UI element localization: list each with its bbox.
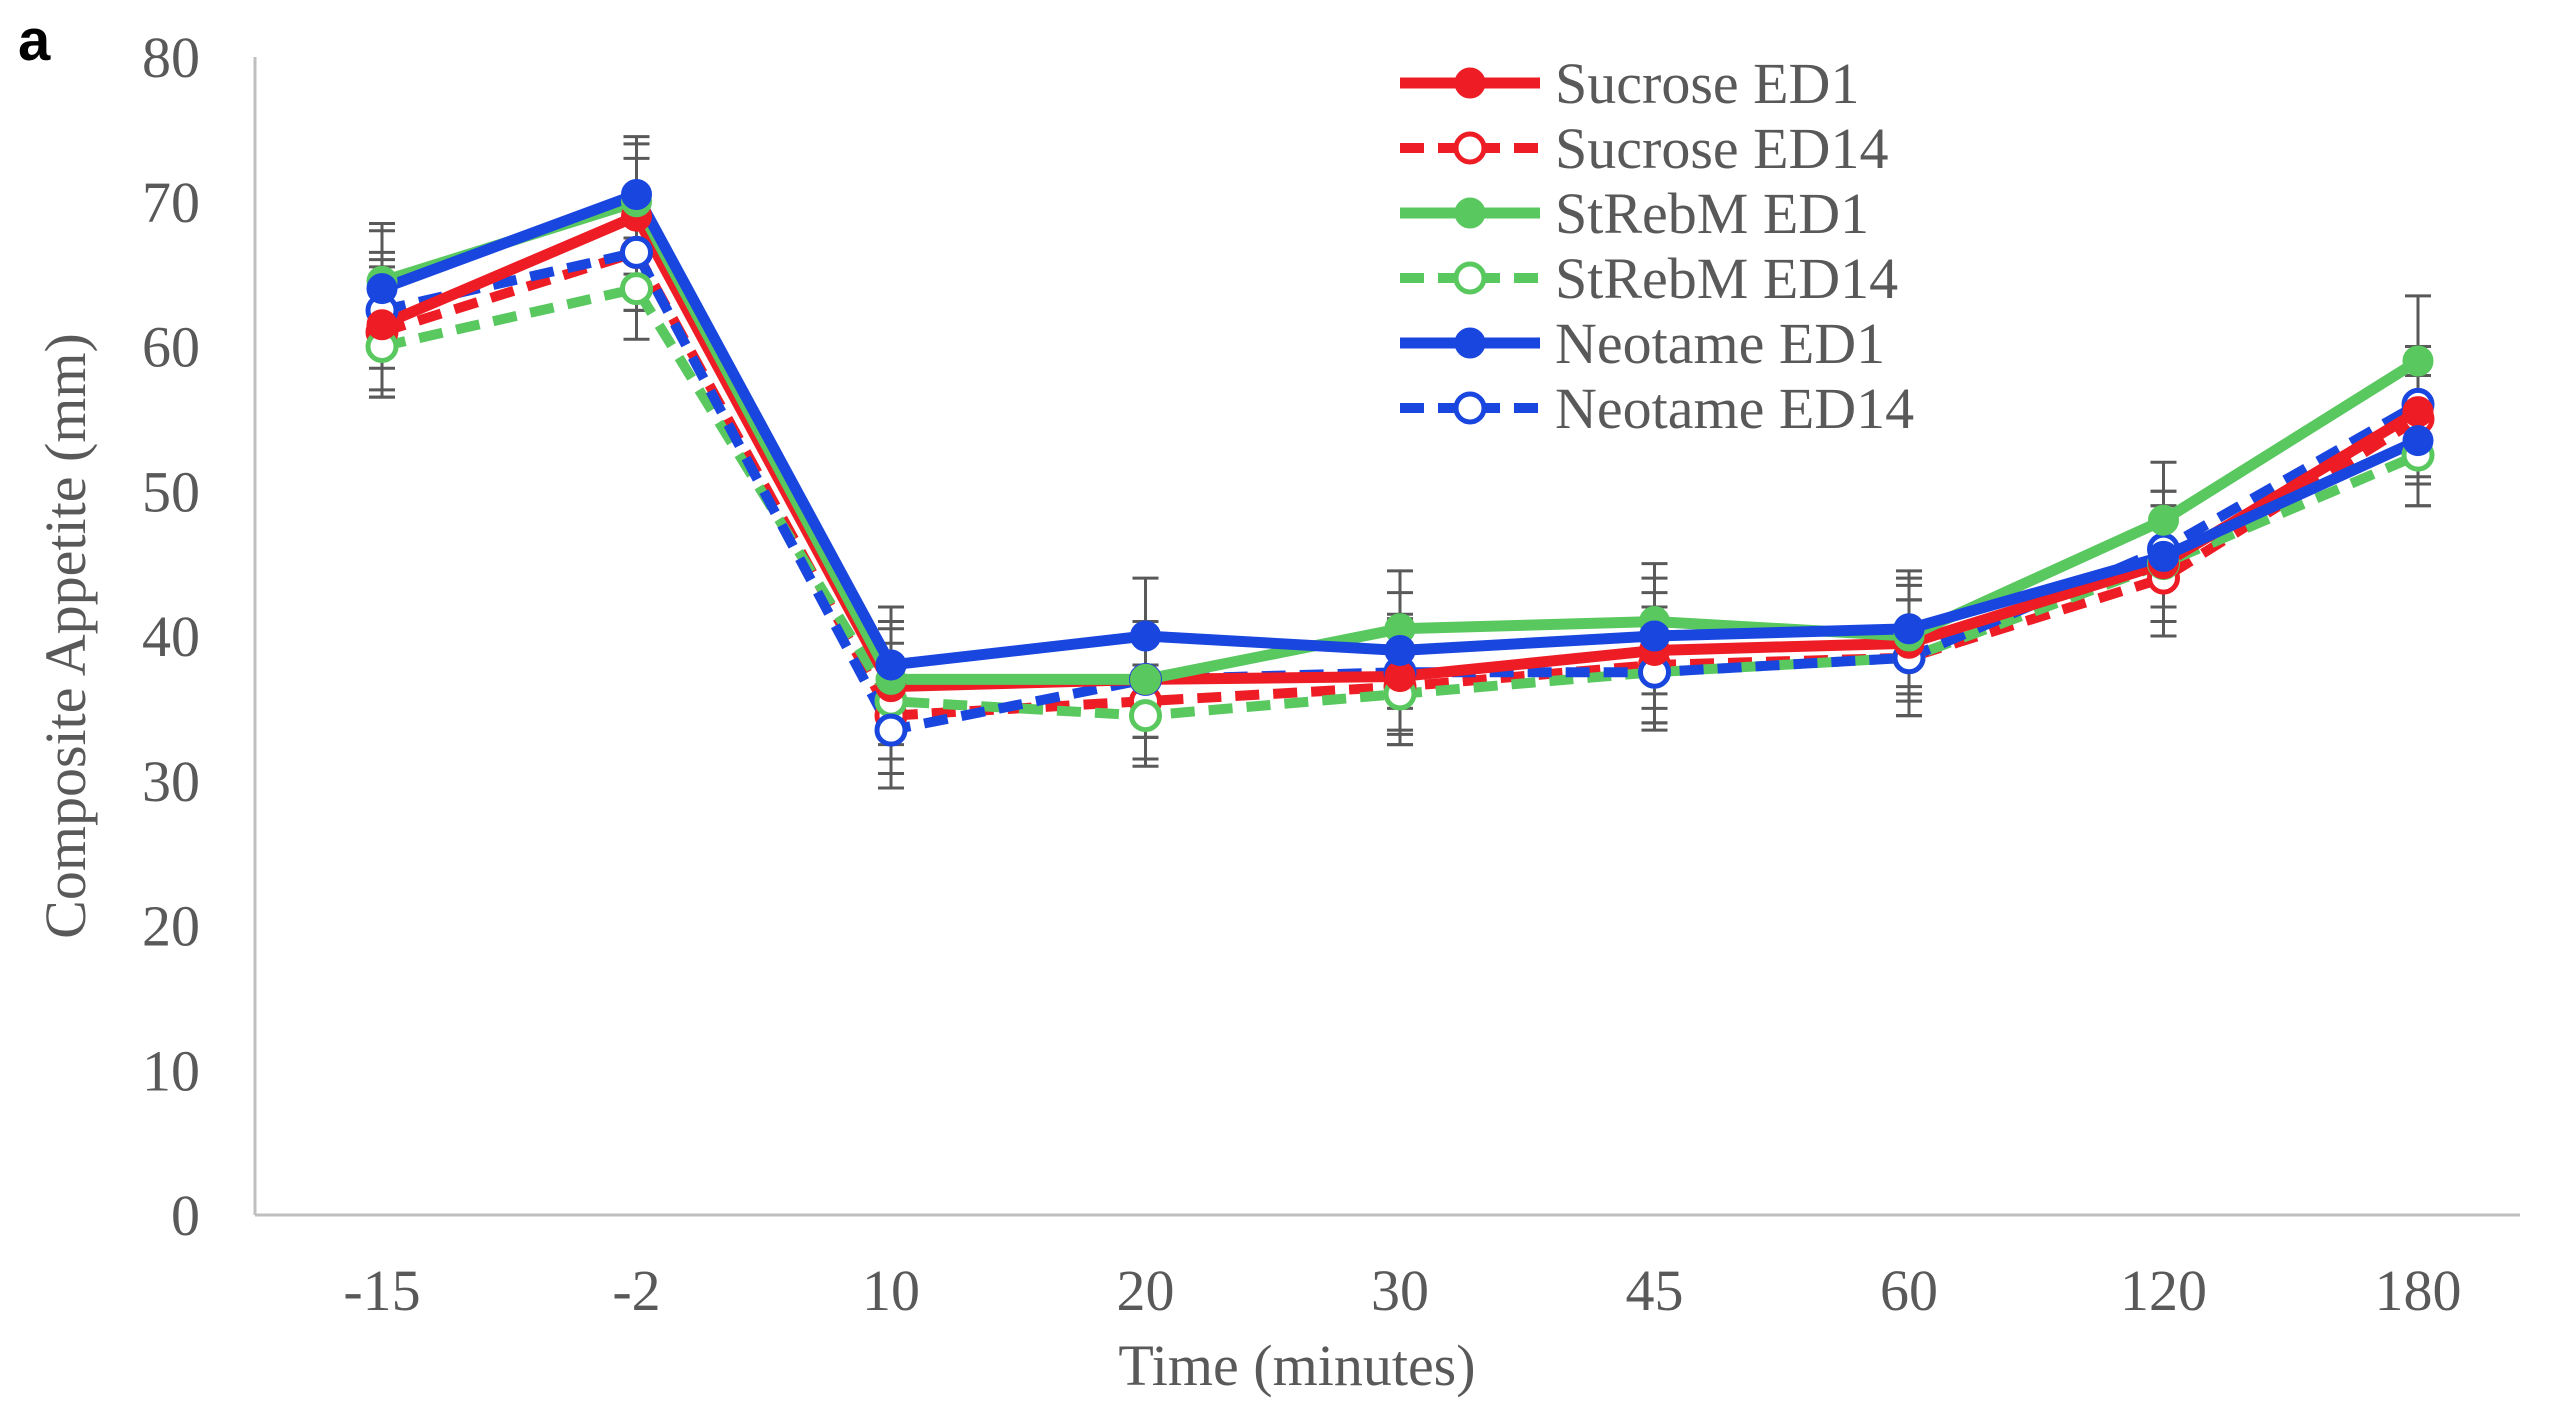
panel-label: a: [18, 8, 51, 73]
legend-label-sucrose-ed1: Sucrose ED1: [1555, 51, 1859, 116]
x-tick-label: 30: [1371, 1258, 1429, 1323]
legend-marker-neotame-ed1: [1454, 327, 1486, 359]
legend-marker-sucrose-ed14: [1453, 131, 1487, 165]
x-tick-label: -15: [343, 1258, 420, 1323]
x-tick-labels: -15 -2 10 20 30 45 60 120 180: [343, 1258, 2461, 1323]
data-point-neotame-ed14: [874, 713, 908, 747]
x-tick-label: -2: [612, 1258, 660, 1323]
legend-label-neotame-ed1: Neotame ED1: [1555, 311, 1885, 376]
legend-label-strebm-ed14: StRebM ED14: [1555, 246, 1898, 311]
legend-marker-strebm-ed14: [1453, 261, 1487, 295]
data-point-neotame-ed1: [2148, 540, 2179, 572]
x-tick-label: 60: [1880, 1258, 1938, 1323]
x-tick-label: 20: [1117, 1258, 1175, 1323]
x-tick-label: 120: [2120, 1258, 2207, 1323]
data-point-strebm-ed14: [1129, 699, 1162, 733]
data-point-sucrose-ed1: [2402, 396, 2434, 428]
data-point-strebm-ed1: [2148, 504, 2179, 536]
data-point-sucrose-ed1: [366, 309, 398, 341]
y-tick-label: 60: [142, 315, 200, 380]
data-point-neotame-ed1: [875, 649, 907, 681]
data-point-neotame-ed1: [1384, 634, 1416, 666]
data-point-neotame-ed1: [1130, 620, 1161, 652]
y-tick-labels: 0 10 20 30 40 50 60 70 80: [142, 25, 200, 1248]
y-tick-label: 10: [142, 1038, 200, 1103]
legend-label-neotame-ed14: Neotame ED14: [1555, 376, 1914, 441]
y-tick-label: 40: [142, 604, 200, 669]
x-tick-label: 180: [2375, 1258, 2462, 1323]
data-point-strebm-ed1: [2402, 345, 2434, 377]
legend-marker-strebm-ed1: [1454, 197, 1486, 229]
data-point-neotame-ed14: [620, 235, 653, 269]
legend-marker-neotame-ed14: [1453, 391, 1487, 425]
y-tick-label: 50: [142, 459, 200, 524]
data-point-strebm-ed1: [1130, 663, 1161, 695]
y-tick-label: 30: [142, 749, 200, 814]
data-point-neotame-ed1: [1893, 613, 1925, 645]
x-tick-label: 10: [862, 1258, 920, 1323]
axes: [253, 57, 2520, 1217]
data-point-neotame-ed1: [621, 179, 652, 211]
y-tick-label: 80: [142, 25, 200, 90]
legend-label-sucrose-ed14: Sucrose ED14: [1555, 116, 1888, 181]
y-tick-label: 20: [142, 894, 200, 959]
series-line-neotame-ed14: [380, 247, 2421, 736]
y-tick-label: 70: [142, 170, 200, 235]
data-point-neotame-ed1: [366, 273, 398, 305]
data-point-neotame-ed1: [1639, 620, 1670, 652]
legend-label-strebm-ed1: StRebM ED1: [1555, 181, 1869, 246]
x-tick-label: 45: [1626, 1258, 1684, 1323]
legend-marker-sucrose-ed1: [1454, 67, 1486, 99]
y-axis-title: Composite Appetite (mm): [33, 333, 98, 939]
series-markers: [365, 179, 2435, 747]
x-axis-title: Time (minutes): [1118, 1333, 1475, 1398]
data-point-neotame-ed1: [2402, 425, 2434, 457]
data-point-sucrose-ed1: [1384, 661, 1416, 693]
y-tick-label: 0: [171, 1183, 200, 1248]
data-point-strebm-ed14: [620, 272, 653, 306]
